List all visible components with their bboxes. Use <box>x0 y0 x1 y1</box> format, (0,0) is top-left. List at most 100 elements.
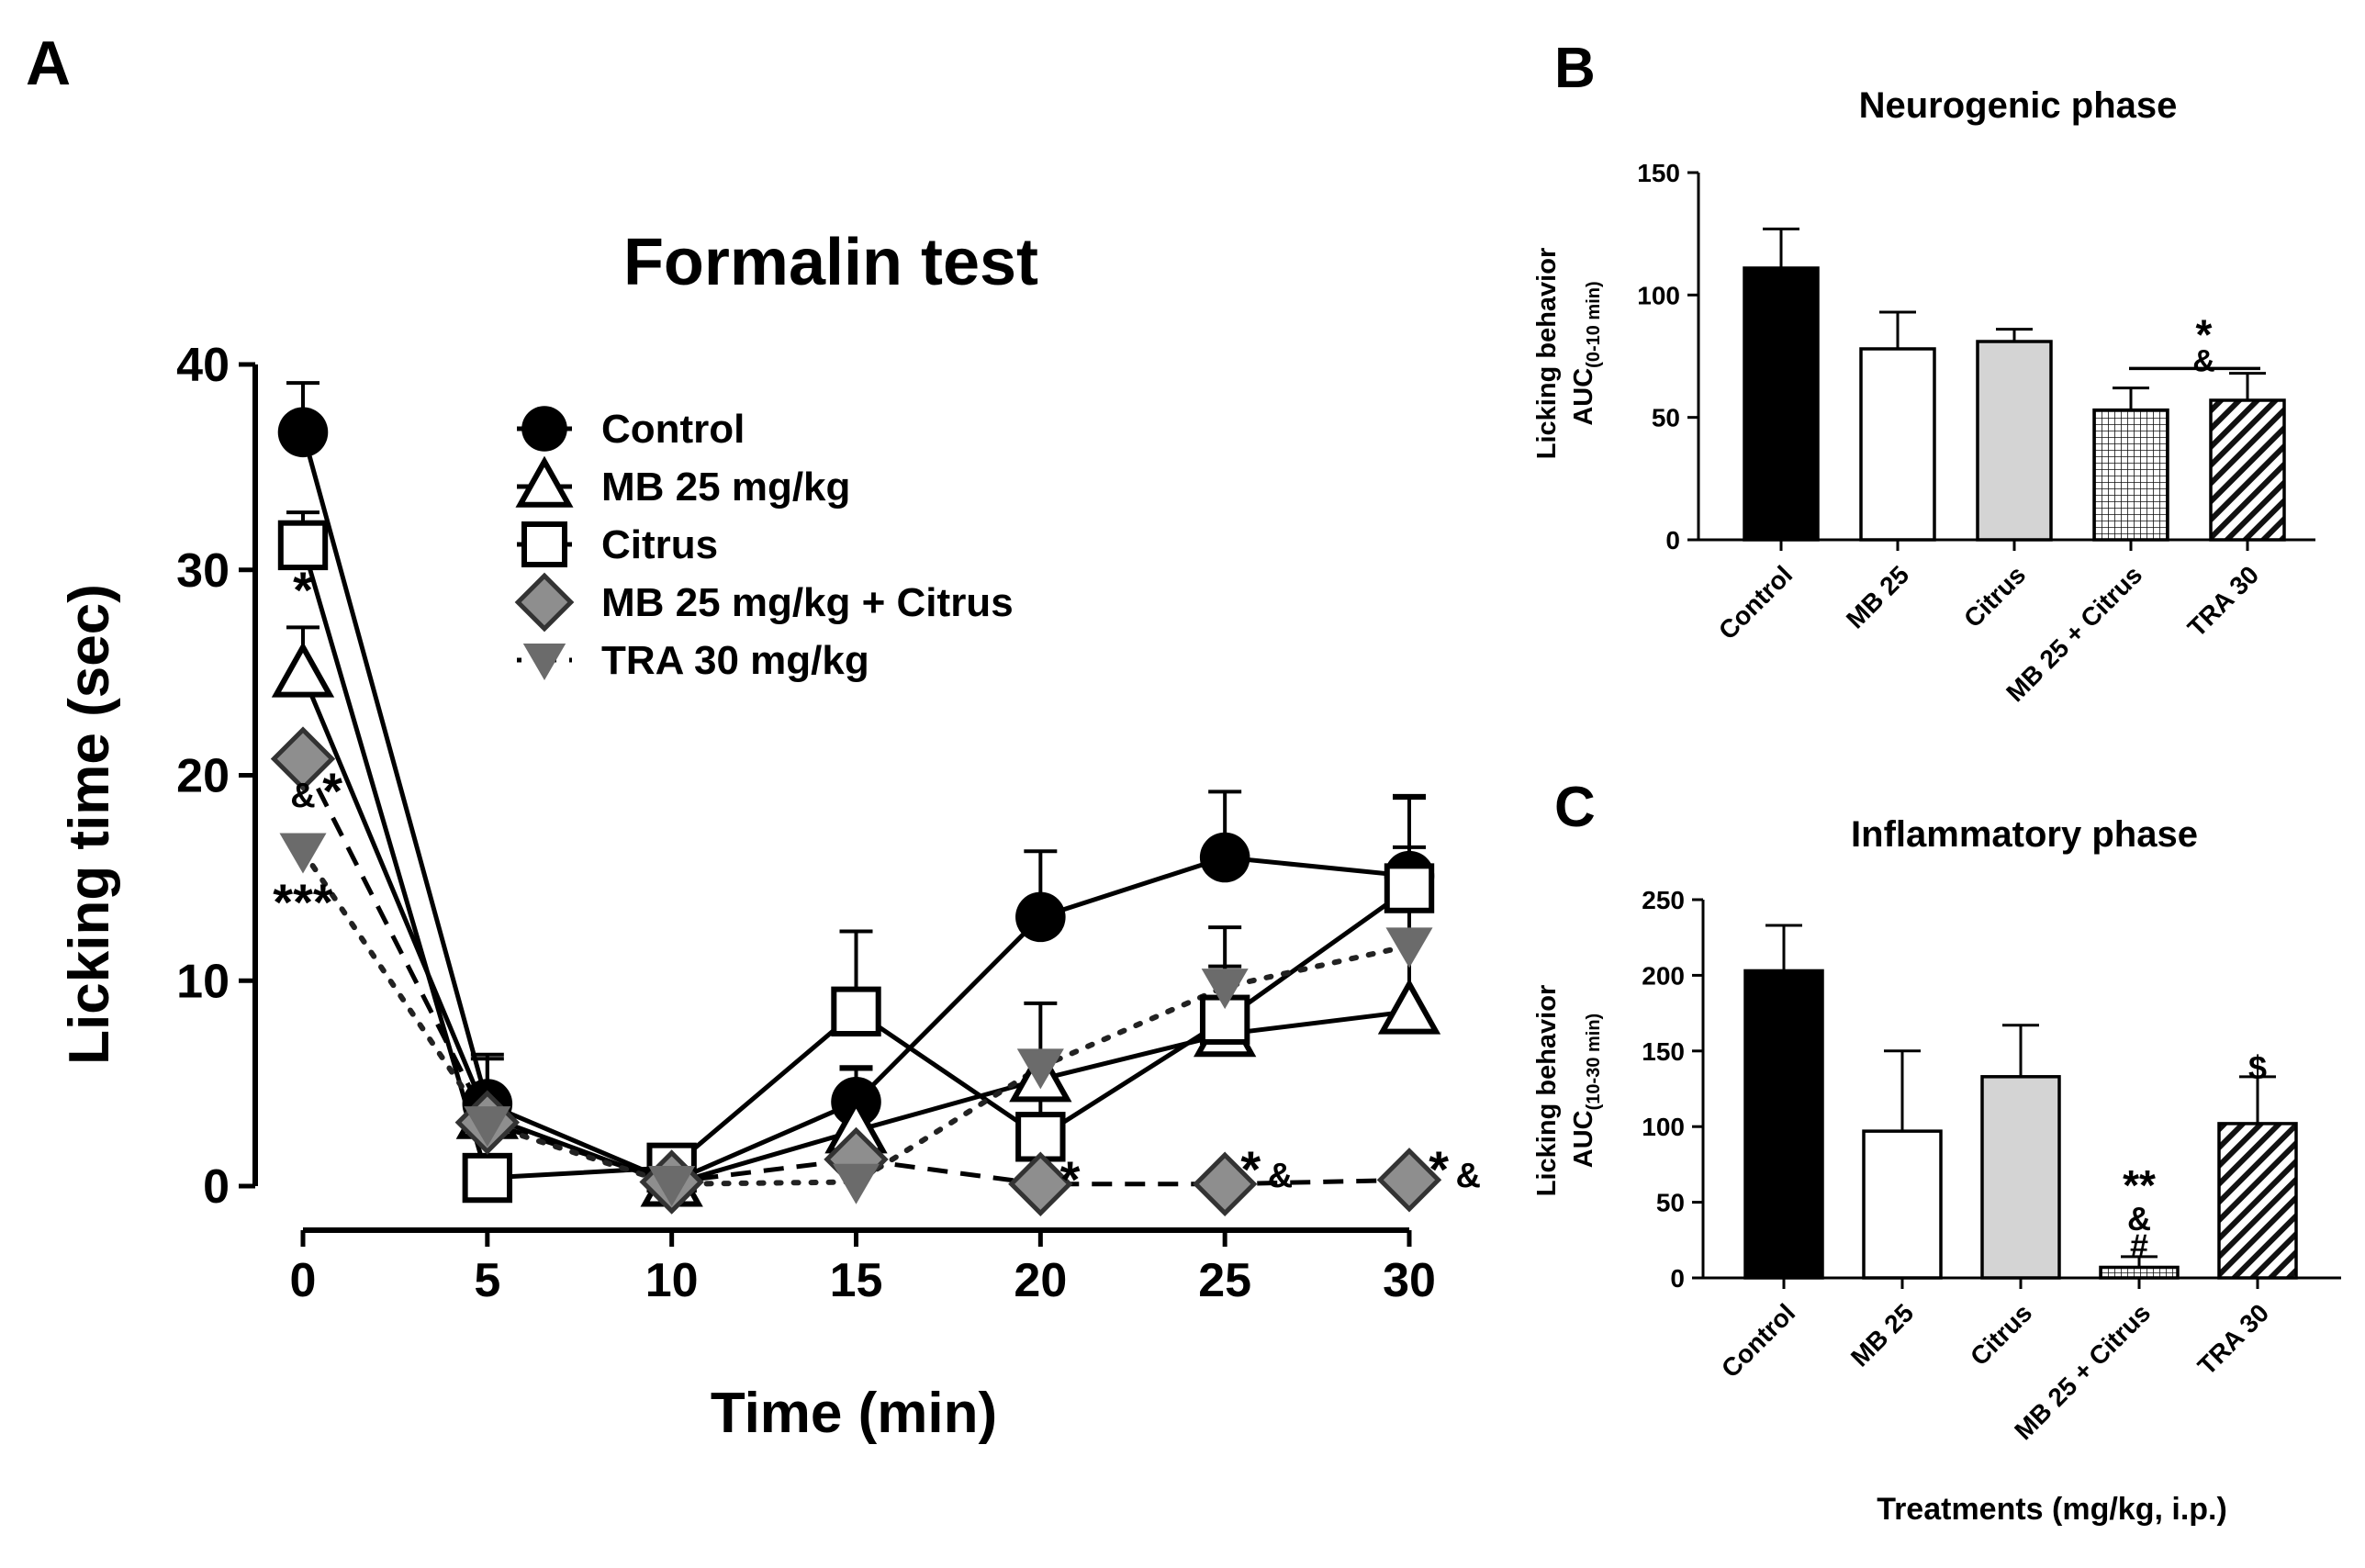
legend-label-mb-25-mg-kg: MB 25 mg/kg <box>601 465 850 510</box>
c-bar-mb-25-citrus <box>2099 1265 2180 1280</box>
b-y-tick-label-50: 50 <box>1652 404 1680 432</box>
marker-control-25 <box>1199 832 1250 883</box>
panel-c-y-axis-sub: (10-30 min) <box>1584 1014 1604 1111</box>
marker-tra-30-mg-kg-0 <box>279 833 327 874</box>
b-x-tick-label-citrus: Citrus <box>1958 560 2031 633</box>
marker-mb-25-mg-kg-citrus-20 <box>1008 1151 1073 1216</box>
b-bar-tra-30 <box>2209 398 2286 542</box>
c-bar-citrus <box>1980 1075 2061 1280</box>
a-y-tick-label-10: 10 <box>176 955 230 1008</box>
annotation-a-5: * <box>1240 1140 1261 1198</box>
marker-control-0 <box>277 407 329 458</box>
a-y-tick-label-30: 30 <box>176 544 230 598</box>
panel-a-label: A <box>26 28 71 98</box>
panel-b-y-axis-auc: AUC <box>1569 368 1598 426</box>
marker-tra-30-mg-kg-20 <box>1016 1048 1064 1090</box>
marker-citrus-5 <box>462 1152 513 1204</box>
c-annotation-1: & <box>2127 1200 2151 1238</box>
marker-mb-25-mg-kg-citrus-0 <box>270 726 336 791</box>
a-x-tick-label-10: 10 <box>645 1254 699 1307</box>
a-x-tick-label-0: 0 <box>290 1254 317 1307</box>
b-y-tick-label-100: 100 <box>1637 281 1680 309</box>
marker-control-20 <box>1015 891 1066 943</box>
legend-item-tra-30-mg-kg: TRA 30 mg/kg <box>517 638 869 683</box>
panel-c-y-axis-auc: AUC <box>1569 1110 1598 1168</box>
marker-tra-30-mg-kg-5 <box>464 1106 511 1148</box>
c-y-tick-label-50: 50 <box>1656 1189 1685 1217</box>
c-y-tick-label-250: 250 <box>1642 886 1685 914</box>
legend-marker-citrus <box>521 521 567 567</box>
legend-item-citrus: Citrus <box>517 521 718 567</box>
annotation-a-2: * <box>322 762 342 820</box>
legend-item-mb-25-mg-kg: MB 25 mg/kg <box>515 455 850 510</box>
c-bar-mb-25 <box>1862 1129 1943 1280</box>
legend-label-tra-30-mg-kg: TRA 30 mg/kg <box>601 638 869 683</box>
panel-c-x-axis-title: Treatments (mg/kg, i.p.) <box>1877 1492 2227 1527</box>
c-x-tick-label-control: Control <box>1716 1298 1800 1383</box>
b-bar-mb-25 <box>1859 347 1936 542</box>
panel-c-y-axis-title-2: AUC(10-30 min) <box>1569 1014 1604 1168</box>
c-y-tick-label-150: 150 <box>1642 1037 1685 1066</box>
marker-tra-30-mg-kg-25 <box>1201 969 1249 1010</box>
c-x-tick-label-tra-30: TRA 30 <box>2192 1298 2274 1380</box>
legend-marker-tra-30-mg-kg <box>522 644 566 680</box>
c-y-tick-label-0: 0 <box>1670 1264 1685 1293</box>
legend-item-control: Control <box>517 406 745 452</box>
legend-label-control: Control <box>601 407 745 452</box>
marker-citrus-15 <box>831 986 881 1037</box>
c-bar-tra-30 <box>2217 1122 2298 1280</box>
b-x-tick-label-mb-25: MB 25 <box>1841 560 1914 633</box>
marker-citrus-20 <box>1015 1112 1066 1162</box>
panel-a-y-axis-title: Licking time (sec) <box>58 584 121 1065</box>
panel-b-y-axis-sub: (0-10 min) <box>1584 281 1604 367</box>
c-x-tick-label-citrus: Citrus <box>1965 1298 2037 1371</box>
b-x-tick-label-tra-30: TRA 30 <box>2182 560 2264 642</box>
annotation-a-6: & <box>1268 1157 1293 1195</box>
panel-a: A Formalin test 0 5 10 15 20 25 30 0 10 20 30 40 T… <box>26 28 1481 1445</box>
legend-item-mb-25-mg-kg-citrus: MB 25 mg/kg + Citrus <box>514 572 1014 633</box>
legend-marker-control <box>521 406 567 452</box>
b-bar-mb-25-citrus <box>2092 408 2169 542</box>
annotation-a-1: & <box>290 777 315 815</box>
marker-citrus-30 <box>1384 863 1435 913</box>
a-y-tick-label-0: 0 <box>203 1160 230 1214</box>
panel-a-y-axis: 0 10 20 30 40 <box>176 339 258 1214</box>
b-x-tick-label-control: Control <box>1713 560 1798 644</box>
panel-c-title: Inflammatory phase <box>1851 814 2198 855</box>
c-annotation-2: # <box>2130 1227 2148 1265</box>
c-annotation-3: $ <box>2248 1048 2267 1086</box>
c-x-tick-label-mb-25: MB 25 <box>1845 1298 1919 1372</box>
annotation-a-4: * <box>1060 1150 1081 1208</box>
marker-tra-30-mg-kg-10 <box>648 1165 696 1206</box>
panel-a-plot <box>270 381 1442 1216</box>
annotation-a-7: * <box>1429 1140 1449 1198</box>
panel-a-title: Formalin test <box>623 226 1038 299</box>
a-y-tick-label-20: 20 <box>176 750 230 803</box>
panel-c: C Inflammatory phase 0 50 100 150 200 250 Cont… <box>1532 776 2341 1527</box>
legend-marker-mb-25-mg-kg <box>515 455 574 508</box>
c-annotation-0: ** <box>2123 1161 2156 1209</box>
b-annotation-1: & <box>2192 344 2215 379</box>
legend-label-citrus: Citrus <box>601 522 718 567</box>
panel-b-y-axis-title: Licking behavior <box>1532 248 1562 459</box>
a-x-tick-label-25: 25 <box>1198 1254 1251 1307</box>
b-annotation-0: * <box>2196 311 2213 359</box>
marker-citrus-0 <box>277 520 329 571</box>
panel-a-annotations: *& ***** * & * & <box>273 561 1481 1208</box>
marker-mb-25-mg-kg-0 <box>271 641 335 698</box>
marker-mb-25-mg-kg-citrus-25 <box>1192 1151 1258 1216</box>
marker-tra-30-mg-kg-15 <box>832 1163 880 1204</box>
legend-marker-mb-25-mg-kg-citrus <box>514 572 575 633</box>
annotation-a-8: & <box>1456 1157 1481 1195</box>
annotation-a-0: * <box>293 561 313 619</box>
panel-a-x-axis-title: Time (min) <box>711 1382 997 1445</box>
panel-c-label: C <box>1554 776 1596 839</box>
b-bar-citrus <box>1976 340 2053 542</box>
marker-mb-25-mg-kg-30 <box>1377 978 1441 1035</box>
annotation-a-3: *** <box>273 873 333 931</box>
a-y-tick-label-40: 40 <box>176 339 230 392</box>
b-y-tick-label-150: 150 <box>1637 159 1680 187</box>
